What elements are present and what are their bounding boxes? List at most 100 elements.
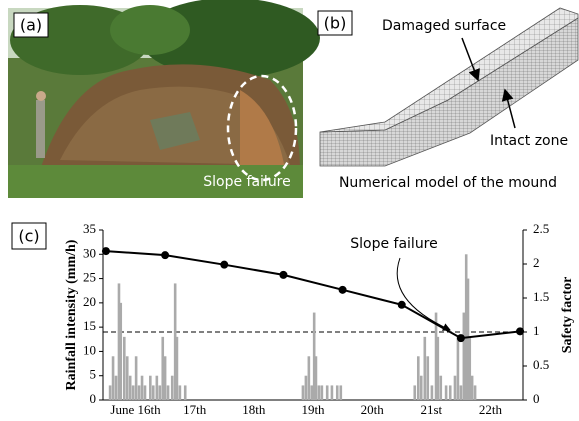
bar <box>166 385 170 400</box>
mesh-model <box>319 7 579 167</box>
y-tick-label: 5 <box>90 367 97 382</box>
bar <box>416 356 420 400</box>
bar <box>339 385 343 400</box>
point <box>161 251 170 260</box>
bar <box>108 385 112 400</box>
arrow <box>461 37 480 82</box>
point <box>220 260 229 269</box>
x-tick-label: 19th <box>301 402 325 417</box>
panel-label: (b) <box>324 14 347 33</box>
bar <box>456 336 460 400</box>
bar <box>163 356 167 400</box>
bar <box>117 283 121 400</box>
bar <box>320 385 324 400</box>
bar <box>131 385 135 400</box>
bar <box>317 385 321 400</box>
bar <box>125 356 129 400</box>
point <box>397 300 406 309</box>
bar <box>434 312 438 400</box>
bar <box>158 385 162 400</box>
y-tick-label: 15 <box>83 318 96 333</box>
bar <box>310 385 314 400</box>
panel-label: (a) <box>20 16 42 35</box>
x-tick-label: 18th <box>242 402 266 417</box>
y2-tick-label: 2.5 <box>533 221 549 236</box>
panel-label-box <box>11 222 47 250</box>
bar <box>453 375 457 400</box>
x-tick-label: 22th <box>479 402 503 417</box>
bar <box>325 385 329 400</box>
y-tick-label: 0 <box>90 391 97 406</box>
y2-tick-label: 2 <box>533 255 540 270</box>
bar <box>464 254 468 400</box>
annotation-arrow <box>396 257 451 331</box>
bar <box>444 385 448 400</box>
bar <box>436 336 440 400</box>
bar <box>155 375 159 400</box>
bar <box>426 356 430 400</box>
y-tick-label: 10 <box>83 342 96 357</box>
bar <box>128 375 132 400</box>
bar <box>183 385 187 400</box>
y2-tick-label: 1.5 <box>533 289 549 304</box>
bar <box>314 356 318 400</box>
x-tick-label: 17th <box>183 402 207 417</box>
x-tick-label: 20th <box>361 402 385 417</box>
bar <box>111 356 115 400</box>
bar <box>134 356 138 400</box>
y2-axis-title: Safety factor <box>560 277 575 354</box>
bar <box>304 375 308 400</box>
bar <box>430 385 434 400</box>
chart: 0 5 10 15 20 25 30 35 0 0.5 1 1.5 2 2.5 June 16th 17th 1… <box>64 221 575 417</box>
point <box>338 285 347 294</box>
caption: Numerical model of the mound <box>339 175 557 191</box>
y-axis-title: Rainfall intensity (mm/h) <box>64 239 79 390</box>
bar <box>170 375 174 400</box>
photo <box>8 0 320 198</box>
bar <box>143 385 147 400</box>
bar <box>462 312 466 400</box>
bar <box>448 385 452 400</box>
bar <box>161 336 165 400</box>
panel-label-box <box>13 12 49 38</box>
bar <box>335 385 339 400</box>
bar <box>312 312 316 400</box>
point <box>516 327 525 336</box>
annotation: Slope failure <box>203 174 291 190</box>
x-tick-label: June 16th <box>110 402 161 417</box>
bar <box>307 356 311 400</box>
annotation: Damaged surface <box>382 18 506 34</box>
y-tick-label: 35 <box>83 221 96 236</box>
bar <box>301 385 305 400</box>
bar <box>140 375 144 400</box>
bar <box>173 283 177 400</box>
bar <box>423 336 427 400</box>
annotation: Intact zone <box>490 133 568 149</box>
y-tick-label: 25 <box>83 270 96 285</box>
bar <box>419 375 423 400</box>
point <box>456 334 465 343</box>
y-tick-label: 30 <box>83 245 96 260</box>
y2-tick-label: 0 <box>533 391 540 406</box>
bar <box>122 336 126 400</box>
bar <box>175 336 179 400</box>
y-tick-label: 20 <box>83 294 96 309</box>
bar <box>149 375 152 400</box>
x-tick-label: 21st <box>420 402 442 417</box>
y2-tick-label: 0.5 <box>533 357 549 372</box>
bar <box>466 278 470 400</box>
bar <box>468 336 472 400</box>
annotation: Slope failure <box>350 236 438 252</box>
point <box>101 247 110 256</box>
bar <box>439 375 443 400</box>
bar <box>119 302 123 400</box>
arrow <box>501 88 516 129</box>
bar <box>330 385 334 400</box>
bar <box>114 375 118 400</box>
point <box>279 270 288 279</box>
bar <box>459 385 463 400</box>
bar <box>470 375 474 400</box>
bar <box>473 385 477 400</box>
bar <box>137 385 141 400</box>
